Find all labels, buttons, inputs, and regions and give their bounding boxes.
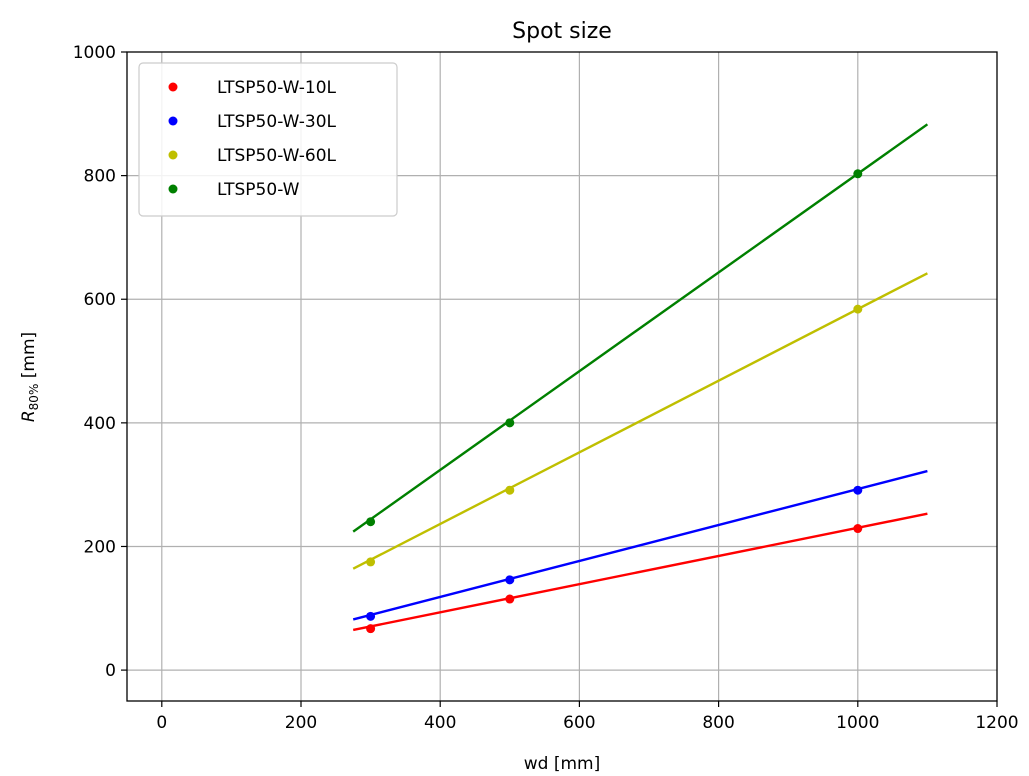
y-tick-label: 0 xyxy=(105,661,116,681)
legend-label-LTSP50-W: LTSP50-W xyxy=(217,180,300,200)
x-tick-label: 1000 xyxy=(836,713,879,733)
fit-line-LTSP50-W-60L xyxy=(352,272,928,570)
legend-label-LTSP50-W-10L: LTSP50-W-10L xyxy=(217,78,337,98)
legend-marker-LTSP50-W-60L xyxy=(168,150,178,160)
legend-box xyxy=(138,62,398,217)
legend: LTSP50-W-10L LTSP50-W-30L LTSP50-W-60L LTSP… xyxy=(138,62,398,217)
legend-marker-LTSP50-W-30L xyxy=(168,116,178,126)
data-point-LTSP50-W-10L xyxy=(366,624,376,634)
x-axis-label: wd [mm] xyxy=(524,754,600,774)
data-point-LTSP50-W-30L xyxy=(505,575,515,585)
data-point-LTSP50-W-60L xyxy=(853,304,863,314)
data-point-LTSP50-W xyxy=(366,517,376,527)
x-axis-ticks: 0 200 400 600 800 1000 1200 xyxy=(156,701,1019,733)
x-tick-label: 0 xyxy=(156,713,167,733)
y-tick-label: 600 xyxy=(84,290,116,310)
fit-line-LTSP50-W-10L xyxy=(352,512,928,632)
x-tick-label: 200 xyxy=(285,713,317,733)
y-axis-label-base: R xyxy=(19,410,39,422)
data-point-LTSP50-W-10L xyxy=(505,594,515,604)
data-point-LTSP50-W-60L xyxy=(505,485,515,495)
legend-label-LTSP50-W-30L: LTSP50-W-30L xyxy=(217,112,337,132)
y-axis-label-unit: [mm] xyxy=(19,332,39,384)
legend-label-LTSP50-W-60L: LTSP50-W-60L xyxy=(217,146,337,166)
y-axis-label: R80% [mm] xyxy=(19,332,41,422)
x-tick-label: 400 xyxy=(424,713,456,733)
data-point-LTSP50-W xyxy=(505,418,515,428)
y-tick-label: 800 xyxy=(84,167,116,187)
fit-lines xyxy=(352,123,929,632)
x-tick-label: 600 xyxy=(563,713,595,733)
data-point-LTSP50-W-10L xyxy=(853,524,863,534)
x-tick-label: 1200 xyxy=(975,713,1018,733)
y-tick-label: 400 xyxy=(84,414,116,434)
x-tick-label: 800 xyxy=(702,713,734,733)
y-tick-label: 200 xyxy=(84,537,116,557)
y-axis-ticks: 0 200 400 600 800 1000 xyxy=(73,43,127,681)
data-points xyxy=(366,169,863,634)
data-point-LTSP50-W xyxy=(853,169,863,179)
plot-frame xyxy=(126,51,998,702)
legend-marker-LTSP50-W-10L xyxy=(168,82,178,92)
data-point-LTSP50-W-30L xyxy=(853,485,863,495)
y-axis-label-sub: 80% xyxy=(27,384,41,411)
fit-line-LTSP50-W-30L xyxy=(352,469,928,621)
data-point-LTSP50-W-60L xyxy=(366,557,376,567)
fit-line-LTSP50-W xyxy=(352,123,929,533)
chart-title: Spot size xyxy=(512,19,612,44)
y-tick-label: 1000 xyxy=(73,43,116,63)
legend-marker-LTSP50-W xyxy=(168,184,178,194)
data-point-LTSP50-W-30L xyxy=(366,611,376,621)
